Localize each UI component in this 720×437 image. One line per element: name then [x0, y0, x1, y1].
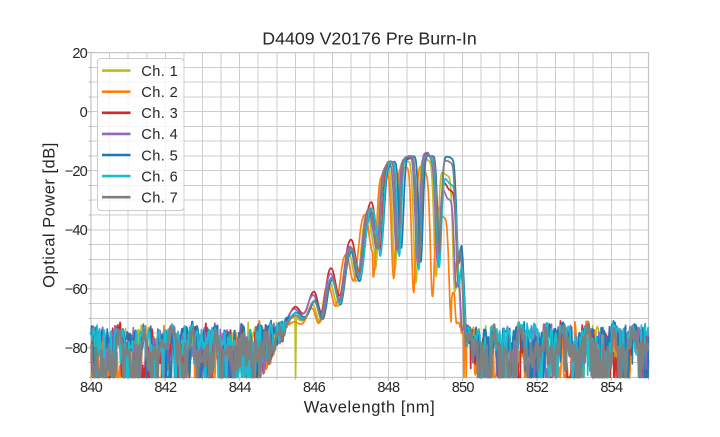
svg-text:Ch. 2: Ch. 2 [141, 85, 178, 101]
svg-text:−60: −60 [65, 282, 88, 298]
svg-text:Ch. 7: Ch. 7 [141, 191, 178, 207]
svg-text:852: 852 [526, 380, 549, 396]
svg-text:842: 842 [154, 380, 177, 396]
svg-text:Wavelength [nm]: Wavelength [nm] [304, 398, 435, 416]
svg-text:Optical Power [dB]: Optical Power [dB] [41, 142, 59, 288]
svg-text:−20: −20 [65, 164, 88, 180]
svg-text:Ch. 3: Ch. 3 [141, 106, 178, 122]
svg-text:Ch. 6: Ch. 6 [141, 169, 178, 185]
svg-text:0: 0 [80, 105, 88, 121]
svg-text:20: 20 [72, 46, 87, 62]
svg-text:840: 840 [80, 380, 103, 396]
svg-text:Ch. 5: Ch. 5 [141, 148, 178, 164]
svg-text:Ch. 4: Ch. 4 [141, 127, 178, 143]
svg-text:846: 846 [303, 380, 326, 396]
svg-text:854: 854 [600, 380, 623, 396]
svg-text:850: 850 [452, 380, 475, 396]
svg-text:844: 844 [229, 380, 252, 396]
svg-text:848: 848 [377, 380, 400, 396]
svg-text:−80: −80 [65, 341, 88, 357]
svg-text:Ch. 1: Ch. 1 [141, 64, 178, 80]
svg-text:−40: −40 [65, 223, 88, 239]
svg-text:D4409 V20176 Pre Burn-In: D4409 V20176 Pre Burn-In [262, 29, 477, 49]
